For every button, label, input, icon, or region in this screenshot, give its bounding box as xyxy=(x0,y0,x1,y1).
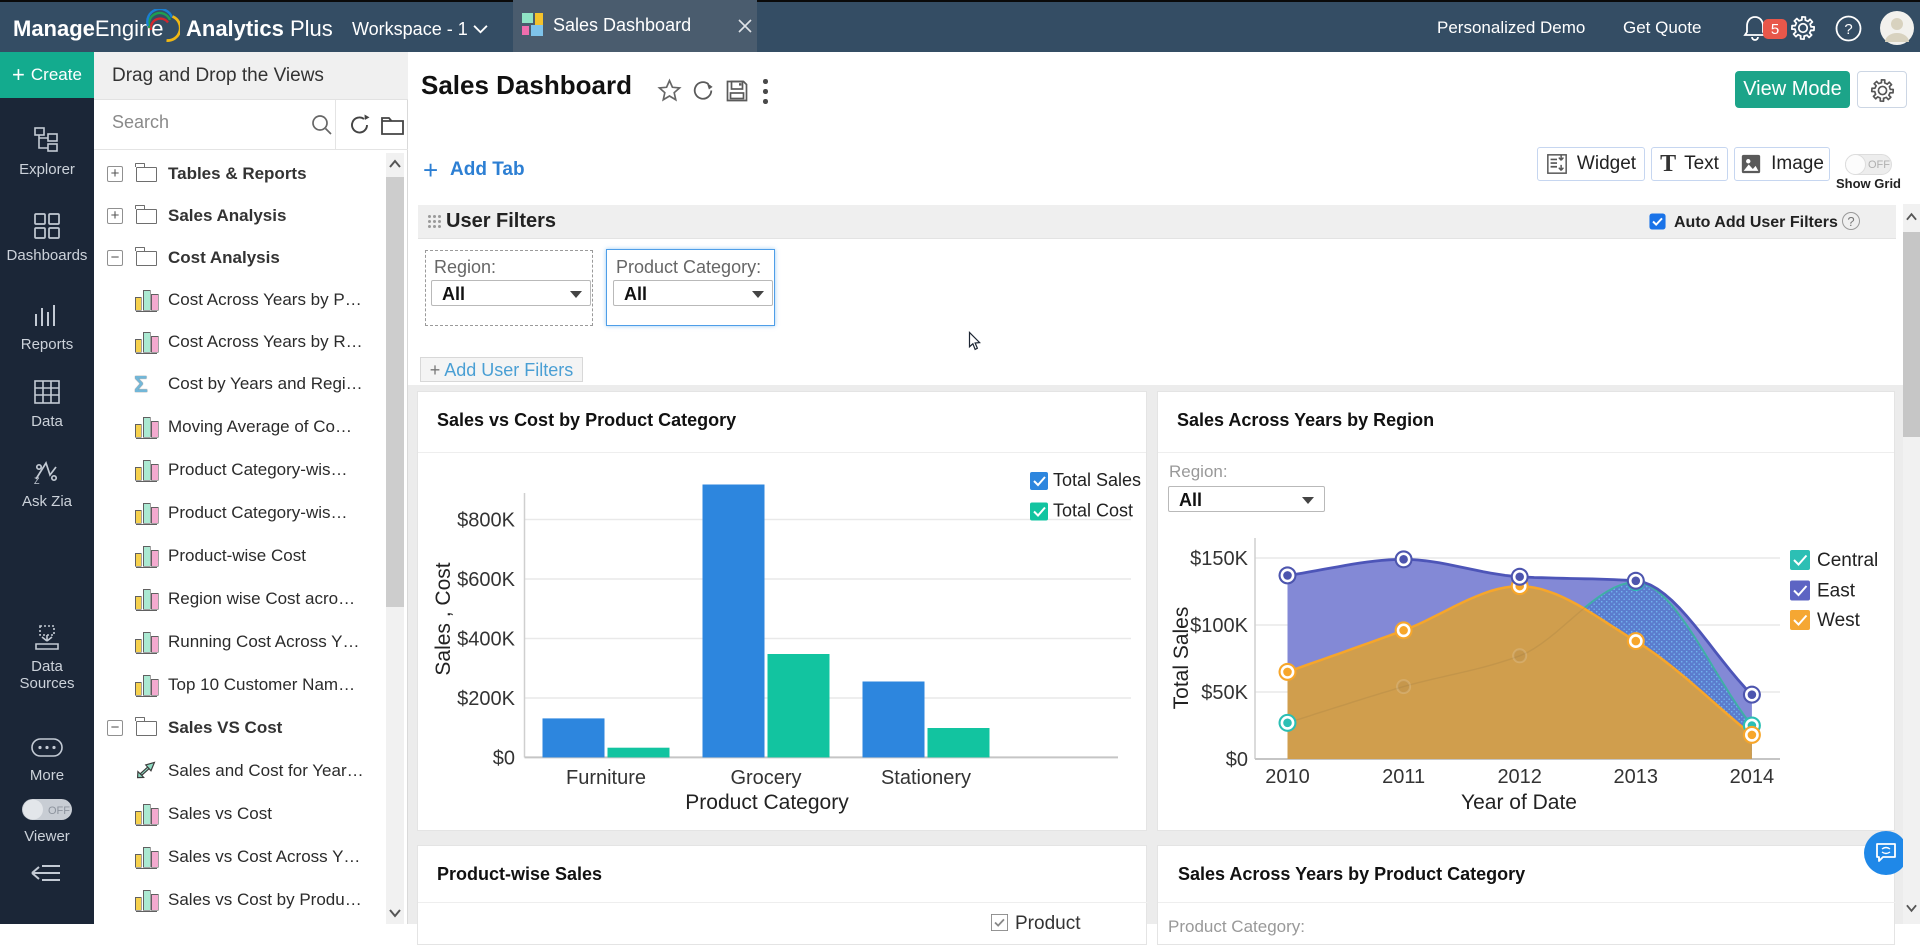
svg-text:Z: Z xyxy=(34,476,40,486)
svg-text:$0: $0 xyxy=(1226,749,1248,771)
svg-text:East: East xyxy=(1817,581,1856,602)
svg-text:2013: 2013 xyxy=(1614,766,1659,788)
svg-text:2011: 2011 xyxy=(1382,766,1425,788)
svg-text:Grocery: Grocery xyxy=(730,767,801,789)
svg-text:Central: Central xyxy=(1817,550,1878,571)
svg-text:$50K: $50K xyxy=(1201,682,1248,704)
svg-text:Sales , Cost: Sales , Cost xyxy=(432,562,455,675)
svg-text:$600K: $600K xyxy=(457,569,515,591)
svg-text:Total Cost: Total Cost xyxy=(1053,501,1133,521)
svg-text:Product Category: Product Category xyxy=(685,791,849,814)
svg-text:2014: 2014 xyxy=(1730,766,1775,788)
svg-text:Year of Date: Year of Date xyxy=(1461,791,1577,814)
svg-text:$0: $0 xyxy=(493,747,515,769)
svg-text:$200K: $200K xyxy=(457,688,515,710)
svg-text:Stationery: Stationery xyxy=(881,767,971,789)
svg-text:$400K: $400K xyxy=(457,629,515,651)
svg-text:OFF: OFF xyxy=(48,805,70,817)
svg-text:$150K: $150K xyxy=(1190,548,1248,570)
svg-text:$800K: $800K xyxy=(457,510,515,532)
svg-text:West: West xyxy=(1817,610,1861,631)
svg-text:Furniture: Furniture xyxy=(566,767,646,789)
svg-text:2012: 2012 xyxy=(1497,766,1542,788)
svg-text:$100K: $100K xyxy=(1190,615,1248,637)
svg-text:Total Sales: Total Sales xyxy=(1053,470,1141,490)
svg-text:2010: 2010 xyxy=(1265,766,1310,788)
svg-text:?: ? xyxy=(1844,21,1852,38)
svg-text:Total Sales: Total Sales xyxy=(1170,607,1193,710)
